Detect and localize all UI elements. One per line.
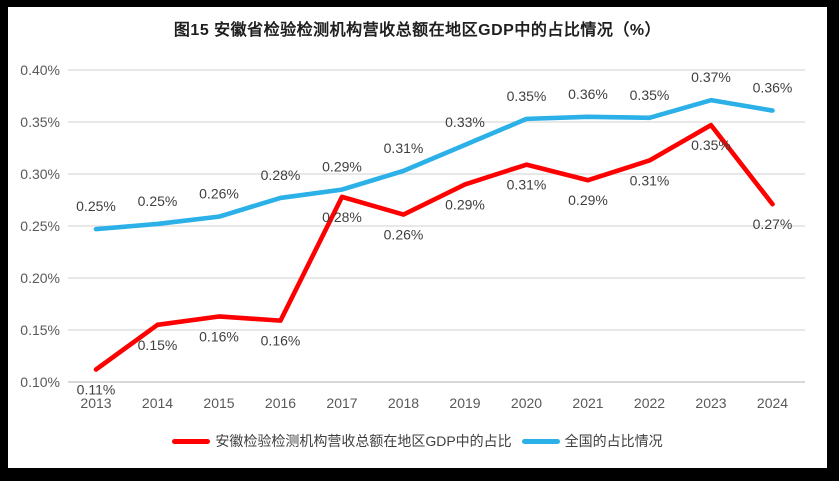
data-label-series-0: 0.15% [138, 337, 178, 353]
data-label-series-1: 0.26% [199, 186, 239, 202]
x-tick-label: 2023 [695, 395, 726, 411]
x-tick-label: 2021 [572, 395, 603, 411]
legend: 安徽检验检测机构营收总额在地区GDP中的占比 全国的占比情况 [8, 431, 827, 451]
data-label-series-1: 0.36% [753, 80, 793, 96]
data-label-series-1: 0.37% [691, 69, 731, 85]
data-label-series-1: 0.29% [322, 159, 362, 175]
data-label-series-1: 0.28% [261, 167, 301, 183]
data-label-series-0: 0.16% [199, 328, 239, 344]
data-label-series-1: 0.25% [76, 198, 116, 214]
data-label-series-0: 0.26% [384, 227, 424, 243]
legend-line-swatch-red [172, 438, 211, 444]
series-line-0 [93, 122, 775, 372]
data-label-series-1: 0.31% [384, 140, 424, 156]
chart-title: 图15 安徽省检验检测机构营收总额在地区GDP中的占比情况（%） [173, 22, 662, 39]
data-label-series-1: 0.35% [630, 87, 670, 103]
data-label-series-0: 0.28% [322, 209, 362, 225]
x-tick-label: 2018 [388, 395, 419, 411]
x-tick-label: 2024 [757, 395, 788, 411]
x-tick-label: 2016 [265, 395, 296, 411]
data-label-series-1: 0.25% [138, 193, 178, 209]
legend-line-swatch-blue [521, 438, 560, 444]
data-label-series-1: 0.35% [507, 88, 547, 104]
y-tick-label: 0.20% [20, 270, 60, 286]
x-tick-label: 2014 [142, 395, 173, 411]
data-label-series-0: 0.29% [568, 192, 608, 208]
y-tick-label: 0.30% [20, 166, 60, 182]
series-line-1 [93, 97, 775, 232]
data-label-series-0: 0.29% [445, 196, 485, 212]
x-tick-label: 2020 [511, 395, 542, 411]
y-tick-label: 0.40% [20, 62, 60, 78]
data-label-series-1: 0.36% [568, 86, 608, 102]
legend-label-anhui: 安徽检验检测机构营收总额在地区GDP中的占比 [215, 433, 512, 449]
y-tick-label: 0.10% [20, 374, 60, 390]
data-label-series-0: 0.27% [753, 216, 793, 232]
x-tick-label: 2022 [634, 395, 665, 411]
legend-item-anhui: 安徽检验检测机构营收总额在地区GDP中的占比 [172, 431, 512, 451]
data-label-series-0: 0.31% [507, 177, 547, 193]
x-tick-label: 2013 [80, 395, 111, 411]
legend-item-national: 全国的占比情况 [521, 431, 663, 451]
y-tick-label: 0.35% [20, 114, 60, 130]
x-tick-label: 2017 [326, 395, 357, 411]
data-label-series-0: 0.31% [630, 172, 670, 188]
data-label-series-0: 0.11% [77, 382, 116, 398]
legend-label-national: 全国的占比情况 [564, 433, 663, 449]
data-label-series-0: 0.35% [691, 137, 731, 153]
data-label-series-0: 0.16% [261, 333, 301, 349]
chart-canvas: 图15 安徽省检验检测机构营收总额在地区GDP中的占比情况（%） 0.40% 0.… [8, 7, 827, 468]
data-label-series-1: 0.33% [445, 114, 485, 130]
line-chart-plot-area: 0.40% 0.35% 0.30% 0.25% 0.20% 0.15% 0.10% 2013 2… [20, 62, 805, 411]
x-tick-label: 2019 [449, 395, 480, 411]
x-tick-label: 2015 [203, 395, 234, 411]
y-tick-label: 0.15% [20, 322, 60, 338]
y-tick-label: 0.25% [20, 218, 60, 234]
